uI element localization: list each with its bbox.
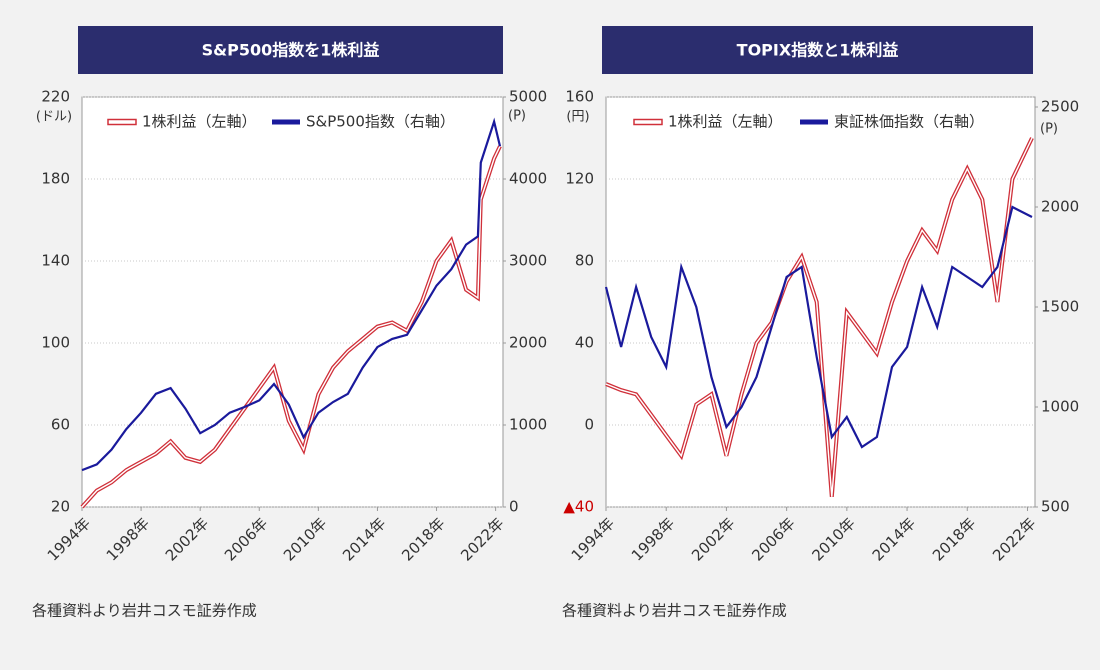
x-tick-label: 2010年 [280,514,330,564]
y2-tick-label: 2000 [509,334,547,352]
y2-tick-label: 3000 [509,252,547,270]
y2-tick-label: 4000 [509,170,547,188]
x-tick-label: 2018年 [929,514,979,564]
legend-label: 1株利益（左軸） [142,113,257,131]
y2-tick-label: 2500 [1041,98,1079,116]
x-tick-label: 2014年 [339,514,389,564]
y-tick-label: 60 [51,416,70,434]
y-tick-label: 140 [41,252,70,270]
y-tick-label: 0 [584,416,594,434]
plot-area [605,96,1036,508]
legend-label: 1株利益（左軸） [668,113,783,131]
series-line-inner [81,145,501,508]
y-unit: (円) [566,110,589,125]
legend-swatch [107,118,137,126]
title-bar [78,26,503,74]
x-tick-label: 2022年 [989,514,1039,564]
legend-label: 東証株価指数（右軸） [834,113,984,131]
x-tick-label: 2006年 [748,514,798,564]
x-tick-label: 2022年 [457,514,507,564]
y-tick-label: 20 [51,498,70,516]
series-line [81,117,502,472]
x-tick-label: 1994年 [44,514,94,564]
series-line-inner [605,137,1033,497]
x-tick-label: 2002年 [688,514,738,564]
title-bar [602,26,1033,74]
y2-unit: (P) [1040,122,1058,137]
x-tick-label: 2002年 [162,514,212,564]
x-tick-label: 2014年 [869,514,919,564]
y2-tick-label: 1500 [1041,298,1079,316]
x-tick-label: 2018年 [398,514,448,564]
y-tick-label: 160 [565,88,594,106]
y-tick-label: 40 [575,334,594,352]
y2-tick-label: 1000 [1041,398,1079,416]
y-tick-label: 120 [565,170,594,188]
x-tick-label: 2010年 [809,514,859,564]
y2-unit: (P) [508,109,526,124]
y-tick-label: 100 [41,334,70,352]
y2-tick-label: 1000 [509,416,547,434]
source-note: 各種資料より岩井コスモ証券作成 [562,602,787,620]
chart-title: S&P500指数を1株利益 [202,41,380,60]
y2-tick-label: 2000 [1041,198,1079,216]
plot-area [81,96,504,508]
x-tick-label: 1998年 [103,514,153,564]
legend-swatch [633,118,663,126]
x-tick-label: 2006年 [221,514,271,564]
series-line [604,205,1033,449]
chart-title: TOPIX指数と1株利益 [737,41,899,60]
y-tick-label: 180 [41,170,70,188]
legend-label: S&P500指数（右軸） [306,113,455,131]
source-note: 各種資料より岩井コスモ証券作成 [32,602,257,620]
y-unit: (ドル) [36,110,72,125]
y2-tick-label: 0 [509,498,519,516]
y2-tick-label: 5000 [509,88,547,106]
y2-tick-label: 500 [1041,498,1070,516]
y-tick-label: ▲40 [563,498,594,516]
x-tick-label: 1994年 [568,514,618,564]
y-tick-label: 220 [41,88,70,106]
y-tick-label: 80 [575,252,594,270]
x-tick-label: 1998年 [628,514,678,564]
